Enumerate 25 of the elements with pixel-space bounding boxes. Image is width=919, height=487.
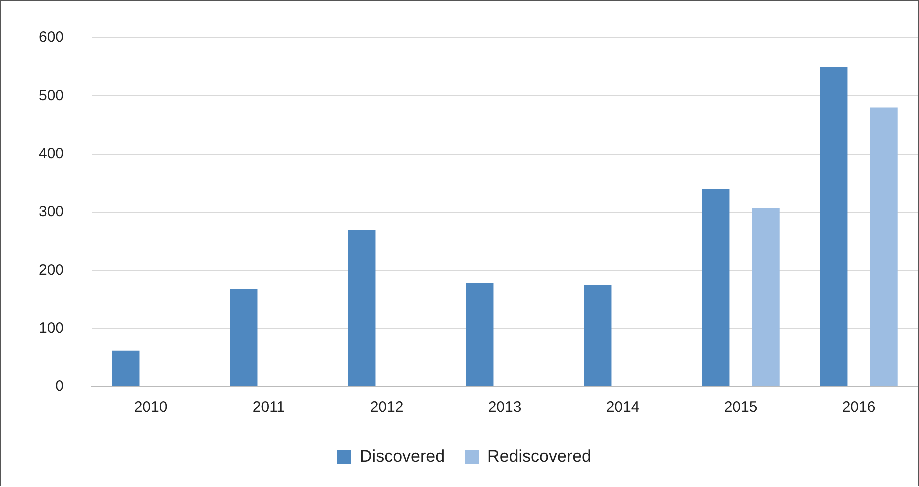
- y-tick-label: 600: [38, 29, 64, 46]
- bar: [820, 67, 848, 386]
- bar: [702, 189, 730, 386]
- x-tick-label: 2012: [370, 399, 404, 416]
- legend-label: Discovered: [360, 447, 446, 466]
- bar: [584, 285, 612, 386]
- legend-label: Rediscovered: [488, 447, 592, 466]
- bar: [870, 108, 898, 386]
- x-tick-label: 2014: [606, 399, 640, 416]
- y-tick-label: 200: [38, 262, 64, 279]
- y-tick-label: 0: [56, 378, 64, 396]
- x-tick-label: 2011: [252, 399, 286, 416]
- x-tick-label: 2010: [134, 399, 168, 416]
- bar: [752, 208, 780, 386]
- bar: [230, 289, 258, 386]
- x-tick-label: 2015: [724, 399, 758, 416]
- x-tick-label: 2016: [842, 399, 876, 416]
- y-tick-label: 100: [38, 320, 64, 337]
- bar: [112, 350, 140, 386]
- x-tick-label: 2013: [488, 399, 522, 416]
- y-tick-label: 400: [38, 145, 64, 162]
- bar: [348, 230, 376, 386]
- bar: [466, 283, 494, 386]
- y-tick-label: 300: [38, 204, 64, 221]
- y-tick-label: 500: [38, 87, 64, 104]
